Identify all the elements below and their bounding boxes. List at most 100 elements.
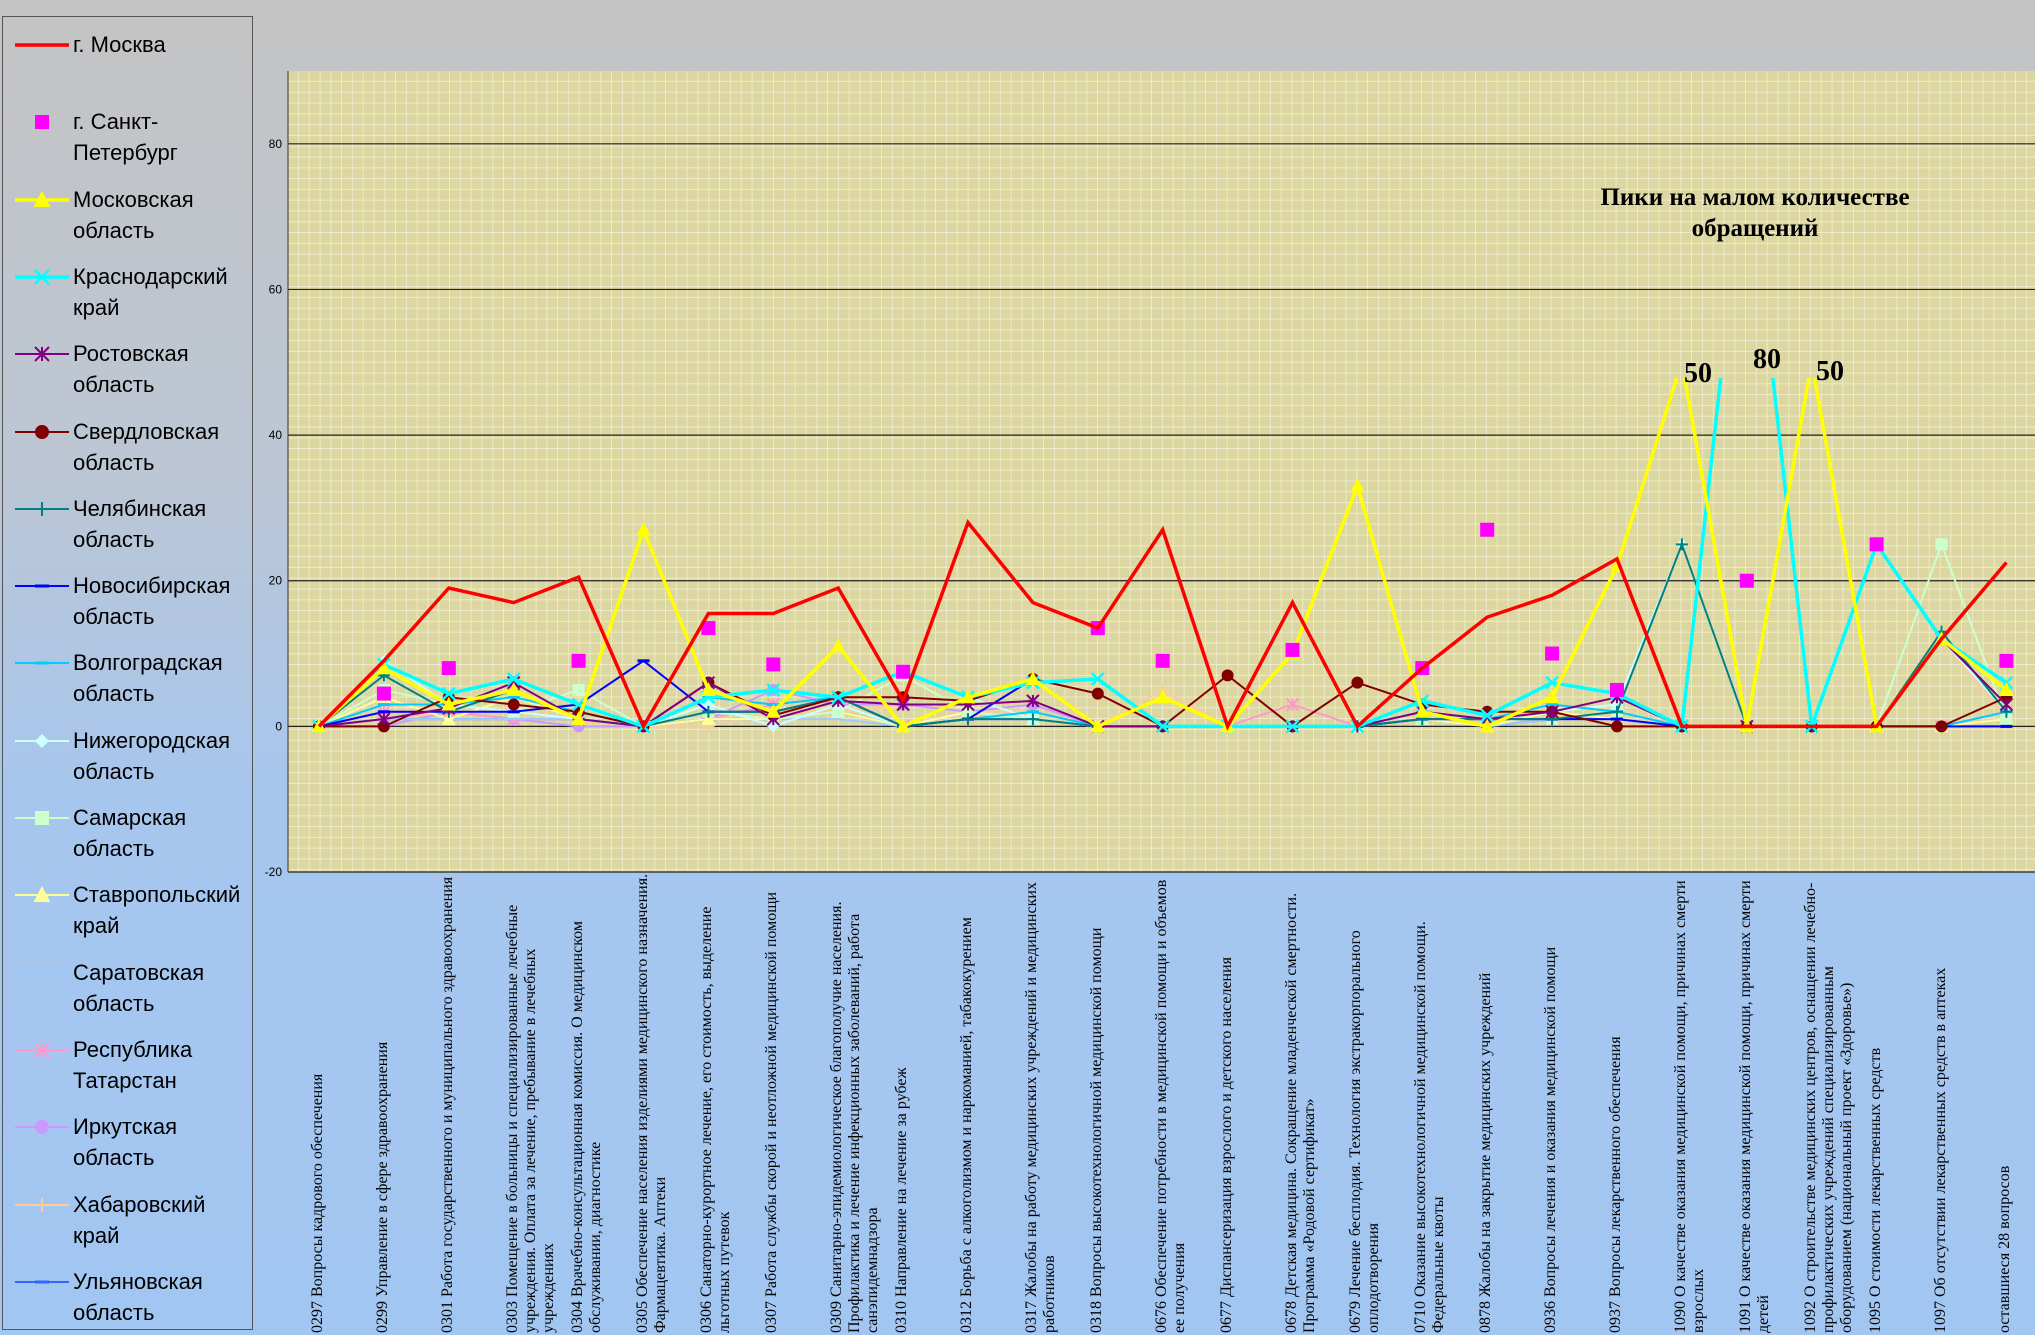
marker [701,682,716,696]
marker [1480,522,1495,537]
legend-swatch [15,1197,69,1212]
legend-entry: Саратовская область [3,951,254,1021]
legend-swatch [15,501,69,516]
marker [1155,689,1170,704]
marker [1026,694,1040,708]
marker [701,621,716,636]
x-tick-label: 1092 О строительстве медицинских центров… [1801,882,1855,1333]
legend-label: Нижегородская область [73,727,230,784]
legend-swatch [15,43,69,47]
legend-label: Новосибирская область [73,573,231,630]
marker [1415,704,1430,718]
x-tick-label: 0303 Помещение в больницы и специализиро… [503,904,557,1333]
marker [506,682,521,696]
marker [1544,689,1560,704]
y-tick-label: 80 [269,137,283,151]
marker [766,683,781,697]
marker [962,713,974,726]
marker [507,698,520,711]
legend-entry: Республика Татарстан [3,1028,254,1098]
marker [1480,708,1495,723]
marker [376,686,391,701]
legend-swatch [15,1120,69,1135]
marker [1999,682,2014,696]
marker [1610,682,1624,697]
marker [572,683,585,696]
legend-swatch [35,115,49,130]
legend-entry: Ульяновская область [3,1260,254,1330]
legend-swatch [15,886,69,903]
legend-label: Ставропольский край [73,882,241,939]
x-tick-label: 0710 Оказание высокотехнологичной медици… [1412,921,1448,1333]
marker [1545,646,1560,661]
marker [35,1197,49,1212]
x-tick-label: 0936 Вопросы лечения и оказания медицинс… [1542,946,1560,1333]
x-tick-label: 0304 Врачебно-консультационная комиссия.… [568,920,604,1333]
marker [766,657,781,672]
legend-entry: Иркутская область [3,1105,254,1175]
legend-entry: Волгоградская область [3,641,254,711]
x-tick-label: 0676 Обеспечение потребности в медицинск… [1152,879,1188,1333]
legend-swatch [15,346,69,362]
series-line [317,518,2008,731]
marker [34,269,50,285]
y-tick-label: 0 [275,719,282,733]
marker [702,705,715,718]
legend-label: Челябинская область [73,495,207,552]
y-tick-label: -20 [265,865,283,879]
legend-label: г. Москва [73,32,166,57]
marker [1935,720,1948,733]
marker [35,115,49,130]
x-tick-label: 0299 Управление в сфере здравоохранения [373,1041,391,1333]
plot-area [288,71,2035,872]
annotation: 50 [1684,358,1712,389]
legend-swatch [15,269,69,285]
annotation: 80 [1753,344,1781,375]
x-tick-label: 0312 Борьба с алкоголизмом и наркоманией… [958,917,975,1333]
x-tick-label: 0678 Детская медицина. Сокращение младен… [1282,892,1318,1333]
marker [1351,676,1364,689]
legend-label: Краснодарский край [73,263,228,320]
marker [33,190,51,207]
marker [1350,478,1365,493]
legend-swatch [15,424,69,439]
marker [34,346,50,362]
y-tick-label: 60 [269,282,283,296]
x-tick-label: 0305 Обеспечение населения изделиями мед… [633,873,669,1333]
legend-entry: г. Санкт-Петербург [3,100,254,170]
marker [1545,705,1559,719]
legend-swatch [15,584,69,588]
marker [441,686,456,701]
marker [1611,720,1623,733]
x-tick-label: 0677 Диспансеризация взрослого и детског… [1217,956,1235,1333]
marker [1999,653,2014,668]
marker [831,690,846,705]
x-tick-label: 0306 Санаторно-курортное лечение, его ст… [698,906,734,1333]
legend-label: Ростовская область [73,341,189,398]
x-tick-label: 0309 Санитарно-эпидемиологическое благоп… [828,901,882,1333]
x-tick-label: оставшиеся 28 вопросов [1996,1165,2014,1333]
y-tick-label: 20 [269,574,283,588]
legend-swatch [15,733,69,748]
legend-label: Иркутская область [73,1114,178,1171]
marker [35,811,49,825]
legend-entry: Самарская область [3,796,254,866]
marker [441,711,456,726]
marker [571,653,586,668]
legend-entry: Челябинская область [3,487,254,557]
legend-entry: Свердловская область [3,410,254,480]
x-tick-label: 0307 Работа службы скорой и неотложной м… [763,891,781,1333]
marker [1935,538,1948,551]
marker [35,733,49,748]
marker [701,711,716,726]
marker [1026,713,1039,726]
annotation: Пики на малом количестве обращений [1600,184,1910,242]
x-tick-label: 0317 Жалобы на работу медицинских учрежд… [1022,882,1058,1333]
marker [1091,687,1104,700]
legend-label: Республика Татарстан [73,1036,193,1093]
legend-swatch [15,1280,69,1284]
marker [35,424,49,439]
legend-entry: г. Москва [3,23,254,93]
